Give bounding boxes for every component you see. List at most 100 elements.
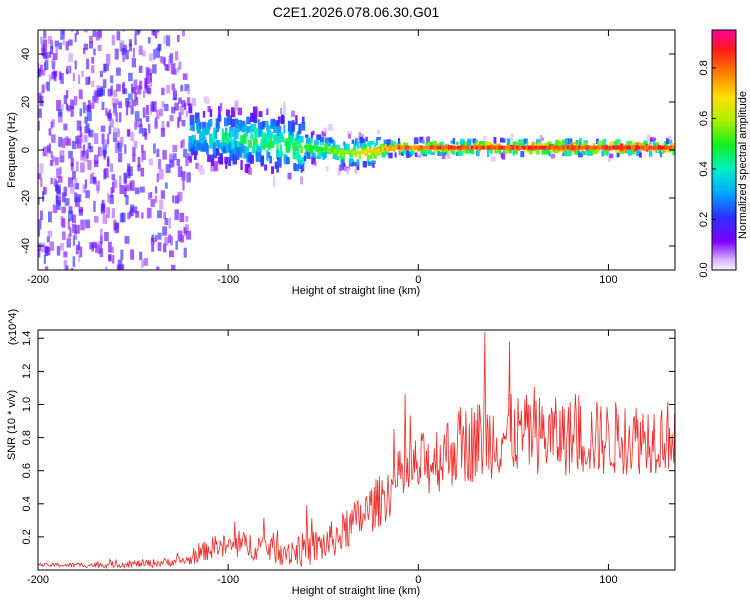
y-tick-label: 0.4	[21, 496, 33, 511]
spectrogram-ridge-cell	[393, 146, 397, 151]
spectrogram-cell	[362, 161, 367, 168]
spectrogram-cell	[398, 138, 401, 144]
spectrogram-cell	[70, 99, 75, 109]
spectrogram-cell	[160, 271, 163, 278]
spectrogram-cell	[299, 145, 304, 154]
spectrogram-cell	[162, 226, 168, 236]
spectrogram-cell	[580, 148, 585, 153]
spectrogram-cell	[187, 16, 189, 23]
spectrogram-cell	[157, 44, 162, 51]
spectrogram-cell	[279, 151, 283, 158]
spectrogram-cell	[143, 258, 148, 266]
spectrogram-cell	[137, 30, 141, 34]
spectrogram-cell	[72, 73, 76, 81]
spectrogram-cell	[368, 161, 373, 166]
spectrogram-cell	[124, 144, 127, 154]
spectrogram-ridge-cell	[459, 145, 463, 150]
spectrogram-ridge-cell	[500, 145, 504, 150]
spectrogram-cell	[88, 129, 94, 138]
spectrogram-cell	[631, 146, 636, 155]
spectrogram-cell	[38, 108, 42, 118]
spectrogram-cell	[74, 60, 77, 70]
spectrogram-cell	[649, 149, 653, 157]
spectrogram-cell	[169, 250, 174, 258]
spectrogram-ridge-cell	[454, 145, 458, 150]
spectrogram-cell	[96, 279, 100, 285]
spectrogram-cell	[602, 148, 607, 155]
spectrogram-cell	[643, 140, 648, 148]
spectrogram-cell	[80, 162, 85, 173]
spectrogram-cell	[84, 134, 88, 143]
spectrogram-cell	[365, 136, 368, 142]
spectrogram-cell	[52, 155, 55, 162]
spectrogram-cell	[337, 168, 341, 176]
spectrogram-cell	[52, 119, 55, 128]
spectrogram-cell	[165, 85, 171, 94]
spectrogram-cell	[444, 148, 447, 155]
spectrogram-cell	[174, 195, 179, 204]
spectrogram-cell	[156, 266, 160, 270]
spectrogram-cell	[114, 48, 119, 60]
spectrogram-cell	[627, 140, 633, 148]
spectrogram-cell	[574, 148, 580, 155]
spectrogram-cell	[184, 84, 190, 92]
spectrogram-cell	[421, 140, 425, 144]
colorbar: 0.0 0.2 0.4 0.6 0.8 Normalized spectral ampl…	[698, 29, 749, 278]
spectrogram-cell	[111, 35, 115, 46]
spectrogram-ridge-cell	[573, 145, 577, 150]
spectrogram-ridge-cell	[641, 145, 645, 150]
spectrogram-ridge-cell	[347, 150, 351, 155]
spectrogram-cell	[50, 40, 54, 50]
spectrogram-ridge-cell	[413, 145, 417, 150]
spectrogram-cell	[372, 163, 375, 168]
spectrogram-cell	[87, 160, 92, 171]
spectrogram-cell	[367, 156, 370, 162]
spectrogram-cell	[136, 85, 142, 95]
spectrogram-cell	[177, 166, 183, 177]
spectrogram-cell	[381, 149, 386, 158]
spectrogram-cell	[588, 149, 593, 155]
spectrogram-cell	[119, 175, 122, 187]
spectrogram-cell	[109, 246, 114, 253]
spectrogram-ridge-cell	[377, 148, 381, 153]
spectrogram-cell	[179, 106, 184, 115]
spectrogram-cell	[141, 144, 144, 154]
spectrogram-cell	[596, 148, 599, 153]
spectrogram-cell	[39, 163, 44, 174]
spectrogram-cell	[609, 141, 614, 149]
spectrogram-ridge-cell	[507, 145, 511, 150]
spectrogram-cell	[258, 111, 263, 118]
spectrogram-cell	[188, 156, 192, 163]
spectrogram-cell	[72, 170, 76, 180]
colorbar-tick-label: 0.0	[698, 262, 710, 277]
spectrogram-ridge-cell	[320, 146, 324, 151]
spectrogram-cell	[67, 65, 70, 73]
spectrogram-cell	[363, 140, 366, 148]
spectrogram-cell	[417, 154, 422, 158]
spectrogram-cell	[205, 144, 209, 155]
x-tick-label: -200	[27, 274, 49, 286]
spectrogram-cell	[39, 95, 44, 107]
spectrogram-cell	[649, 141, 652, 145]
spectrogram-cell	[137, 156, 141, 168]
spectrogram-cell	[181, 100, 186, 108]
spectrogram-cell	[160, 127, 165, 137]
spectrogram-cell	[51, 59, 56, 67]
spectrogram-ridge-cell	[596, 145, 600, 150]
spectrogram-cell	[187, 153, 190, 160]
spectrogram-cell	[559, 147, 564, 152]
spectrogram-cell	[67, 219, 70, 230]
spectrogram-cell	[210, 136, 216, 145]
spectrogram-cell	[489, 149, 494, 154]
spectrogram-cell	[345, 143, 350, 152]
spectrogram-cell	[118, 142, 123, 152]
spectrogram-cell	[185, 110, 188, 118]
spectrogram-cell	[71, 214, 76, 224]
spectrogram-cell	[178, 61, 182, 70]
spectrogram-ridge-cell	[477, 145, 481, 150]
spectrogram-cell	[277, 136, 282, 144]
spectrogram-ridge-cell	[441, 145, 445, 150]
spectrogram-cell	[93, 48, 96, 56]
spectrogram-cell	[217, 142, 222, 149]
spectrogram-cell	[48, 211, 52, 223]
